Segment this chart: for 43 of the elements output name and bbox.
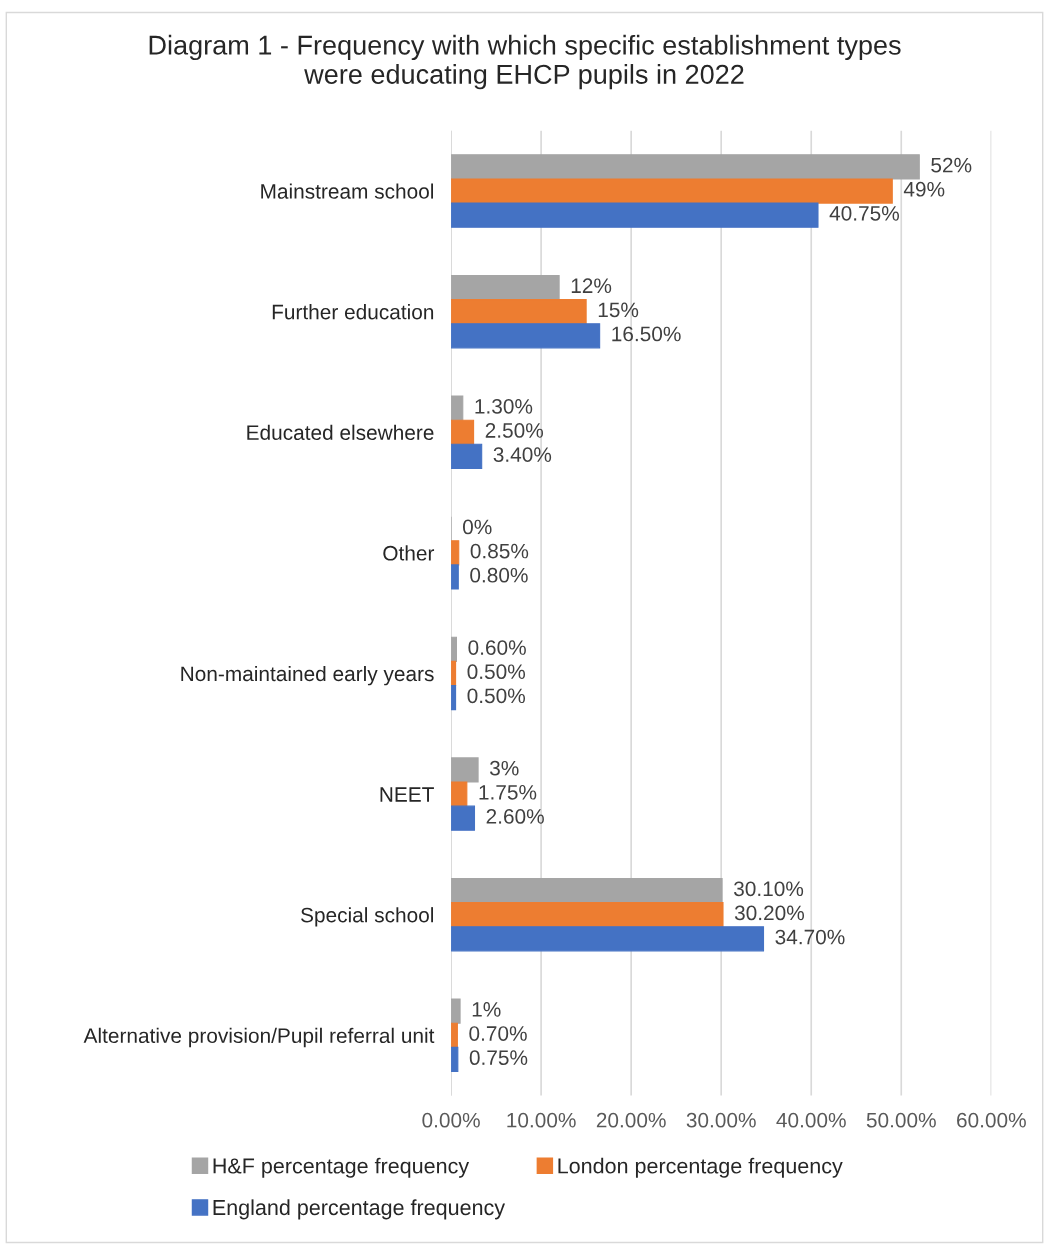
chart-title: Diagram 1 - Frequency with which specific establishment types were educating EHCP pupils in 2022 [149, 34, 901, 90]
data-label: 52% [931, 157, 972, 173]
legend-label: England percentage frequency [213, 1199, 506, 1220]
x-tick-label: 30.00% [686, 1112, 756, 1128]
data-label: 0.50% [467, 688, 526, 704]
data-label: 3.40% [493, 447, 552, 462]
data-label: 49% [903, 181, 945, 197]
data-label: 1% [472, 1002, 501, 1017]
x-tick-label: 40.00% [776, 1112, 846, 1128]
data-label: 30.10% [733, 881, 804, 897]
data-label: 12% [571, 278, 612, 294]
y-tick-label: Other [383, 545, 435, 561]
data-label: 1.30% [475, 398, 533, 414]
data-label: 0.80% [470, 567, 528, 583]
y-tick-label: Educated elsewhere [247, 424, 434, 440]
x-tick-label: 60.00% [957, 1112, 1026, 1128]
data-label: 0.60% [468, 640, 526, 655]
y-tick-label: Non-maintained early years [181, 665, 434, 686]
data-label: 0.85% [470, 543, 529, 559]
data-label: 1.75% [479, 785, 537, 800]
data-label: 2.50% [485, 423, 544, 438]
data-label: 34.70% [775, 929, 845, 945]
x-tick-label: 20.00% [596, 1112, 666, 1128]
data-label: 0.50% [467, 664, 526, 680]
y-tick-label: Mainstream school [261, 183, 434, 199]
legend-label: London percentage frequency [558, 1157, 843, 1178]
data-label: 30.20% [734, 905, 805, 921]
data-label: 15% [598, 302, 639, 318]
data-label: 0.75% [469, 1050, 528, 1066]
data-label: 16.50% [612, 326, 681, 342]
x-tick-label: 0.00% [422, 1112, 480, 1128]
data-label: 3% [489, 760, 519, 776]
y-tick-label: NEET [380, 787, 434, 802]
y-tick-label: Alternative provision/Pupil referral unit [83, 1027, 435, 1048]
data-label: 0.70% [469, 1026, 527, 1041]
x-tick-label: 10.00% [507, 1112, 576, 1128]
data-label: 2.60% [486, 809, 544, 824]
y-tick-label: Further education [272, 304, 434, 320]
data-label: 0% [462, 519, 492, 535]
y-tick-label: Special school [301, 907, 434, 927]
data-label: 40.75% [829, 205, 900, 221]
legend-label: H&F percentage frequency [213, 1157, 470, 1178]
x-tick-label: 50.00% [866, 1112, 936, 1128]
